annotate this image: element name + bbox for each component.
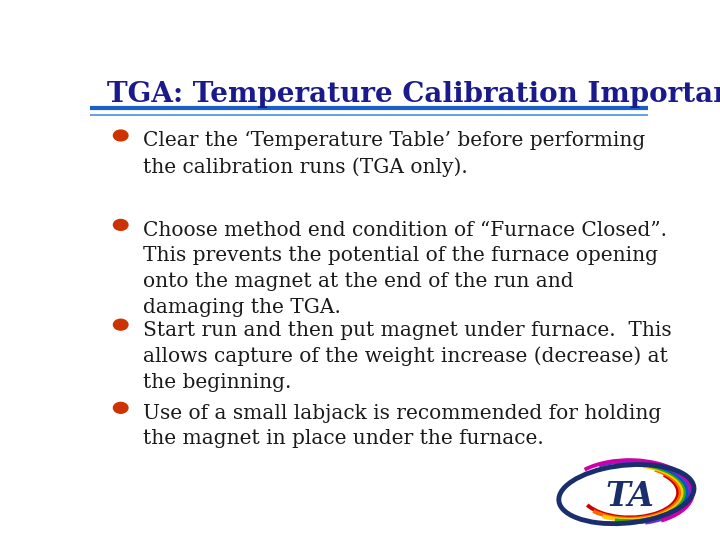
Text: TA: TA [605, 480, 654, 513]
Text: TGA: Temperature Calibration Important Points: TGA: Temperature Calibration Important P… [107, 82, 720, 109]
Text: Clear the ‘Temperature Table’ before performing
the calibration runs (TGA only).: Clear the ‘Temperature Table’ before per… [143, 131, 645, 177]
Text: Choose method end condition of “Furnace Closed”.
This prevents the potential of : Choose method end condition of “Furnace … [143, 221, 667, 317]
Circle shape [114, 319, 128, 330]
Circle shape [114, 219, 128, 230]
Text: Start run and then put magnet under furnace.  This
allows capture of the weight : Start run and then put magnet under furn… [143, 321, 672, 392]
Circle shape [114, 402, 128, 413]
Text: Use of a small labjack is recommended for holding
the magnet in place under the : Use of a small labjack is recommended fo… [143, 404, 661, 448]
Circle shape [114, 130, 128, 141]
